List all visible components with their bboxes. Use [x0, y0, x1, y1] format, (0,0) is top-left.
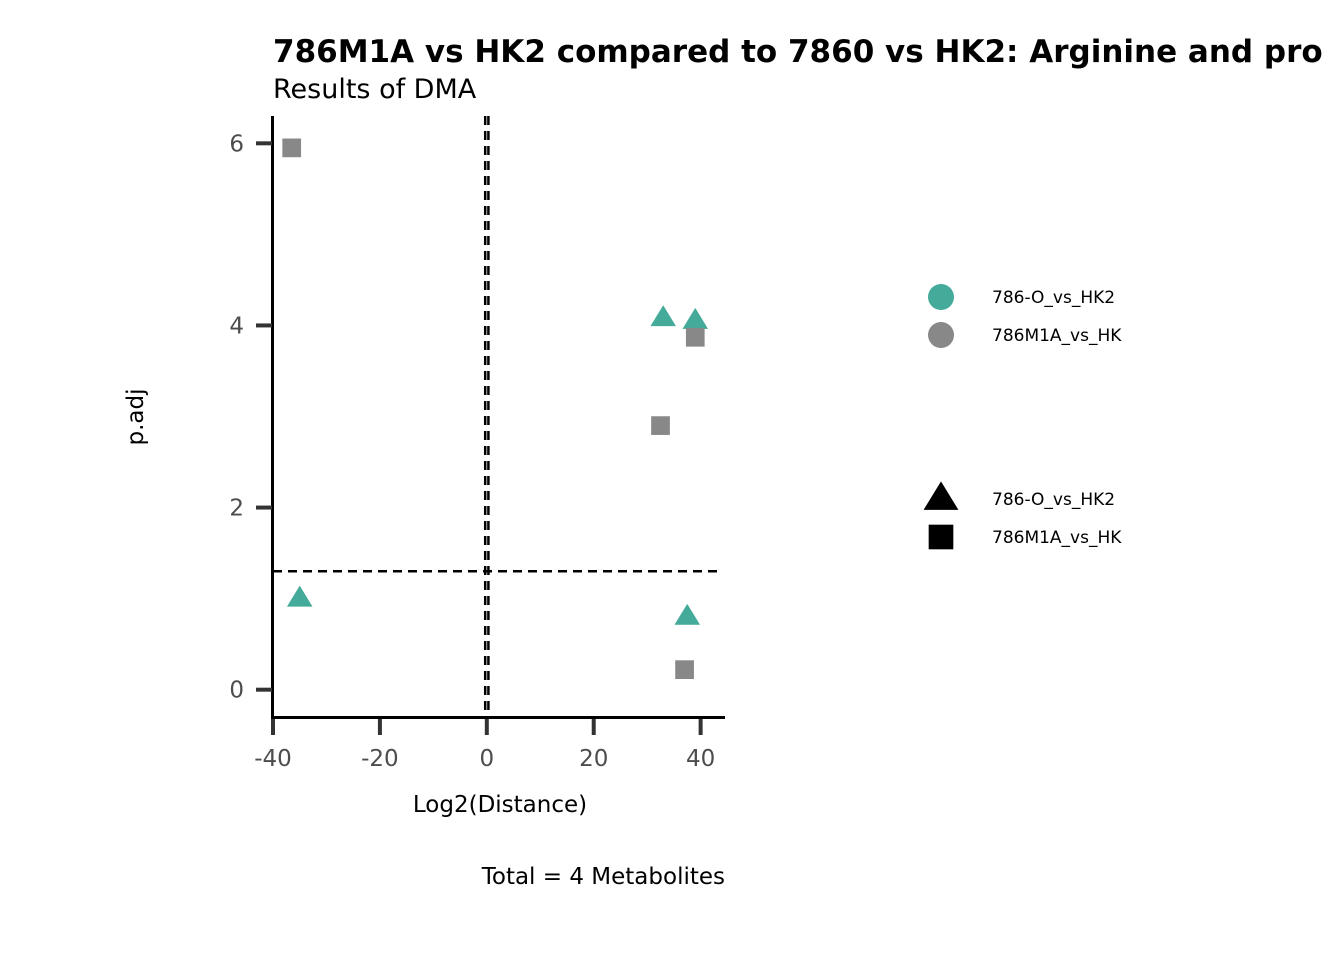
- data-points: [282, 138, 709, 679]
- x-tick-label: -20: [361, 746, 399, 772]
- triangle-point: [674, 603, 701, 625]
- legend-shape-label: 786M1A_vs_HK: [992, 528, 1122, 548]
- y-tick-label: 2: [229, 496, 244, 522]
- square-point: [651, 416, 670, 435]
- x-axis-ticks: -40 -20 0 20 40: [254, 719, 715, 772]
- y-axis-ticks: 0 2 4 6: [229, 131, 272, 704]
- square-point: [685, 327, 705, 347]
- square-point: [675, 660, 694, 679]
- chart-subtitle: Results of DMA: [273, 74, 477, 105]
- legend-shape-key: [923, 481, 959, 510]
- x-tick-label: 40: [686, 746, 715, 772]
- x-tick-label: -40: [254, 746, 292, 772]
- chart-caption: Total = 4 Metabolites: [481, 864, 725, 890]
- shape-legend: 786-O_vs_HK2 786M1A_vs_HK: [923, 481, 1122, 550]
- y-tick-label: 4: [229, 313, 244, 339]
- legend-color-key: [928, 284, 954, 310]
- triangle-point: [650, 305, 676, 327]
- y-axis-title: p.adj: [123, 389, 149, 446]
- triangle-point: [286, 585, 313, 607]
- y-tick-label: 0: [229, 678, 244, 704]
- x-tick-label: 0: [479, 746, 494, 772]
- legend-shape-key: [928, 524, 954, 550]
- y-tick-label: 6: [229, 131, 244, 157]
- legend-color-key: [928, 322, 954, 348]
- square-point: [282, 138, 302, 158]
- x-axis-title: Log2(Distance): [413, 792, 587, 818]
- legend-shape-label: 786-O_vs_HK2: [992, 490, 1115, 510]
- x-tick-label: 20: [579, 746, 608, 772]
- legend-color-label: 786-O_vs_HK2: [992, 288, 1115, 308]
- legend-color-label: 786M1A_vs_HK: [992, 326, 1122, 346]
- color-legend: 786-O_vs_HK2 786M1A_vs_HK: [928, 284, 1122, 348]
- triangle-point: [682, 307, 709, 329]
- chart-title: 786M1A vs HK2 compared to 7860 vs HK2: A…: [273, 34, 1323, 70]
- reference-lines: [273, 116, 718, 719]
